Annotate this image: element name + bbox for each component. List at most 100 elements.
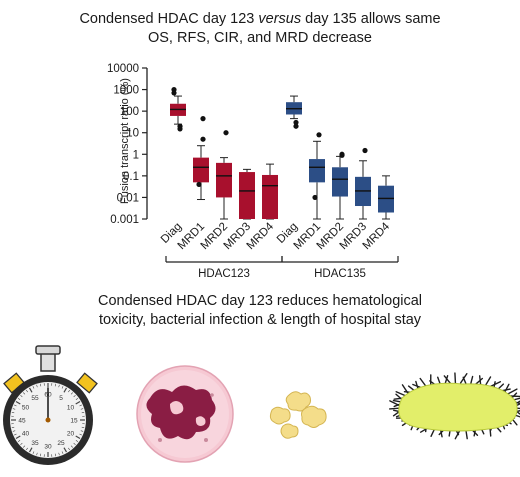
dial-tick [26, 447, 28, 451]
dial-tick [54, 453, 56, 457]
dial-tick [73, 442, 76, 445]
dial-tick [75, 435, 81, 440]
dial-tick [14, 433, 17, 436]
flagellum [511, 392, 518, 399]
dial-number: 30 [44, 444, 52, 451]
dial-tick [61, 451, 64, 454]
y-tick-label: 100 [120, 106, 139, 118]
dial-tick [28, 447, 33, 453]
flagellum [430, 426, 437, 437]
flagellum [443, 375, 451, 384]
dial-tick [75, 440, 79, 442]
dial-number: 25 [57, 440, 65, 447]
flagellum [465, 428, 468, 440]
flagellum [473, 427, 477, 437]
flagellum [470, 427, 479, 436]
flagellum [444, 375, 449, 385]
top-title-italic: versus [258, 11, 302, 27]
flagellum [429, 380, 437, 386]
flagellum [489, 424, 492, 437]
flagellum [438, 427, 446, 436]
flagellum [401, 415, 407, 422]
dial-number: 55 [31, 395, 39, 402]
flagellum [395, 391, 407, 397]
flagellum [493, 423, 502, 433]
x-tick-label: MRD4 [361, 220, 393, 252]
flagellum [393, 397, 405, 400]
dial-number: 35 [31, 440, 39, 447]
dial-tick [14, 404, 17, 407]
flagellum [512, 410, 520, 413]
bottom-title-line2: toxicity, bacterial infection & length o… [98, 312, 422, 328]
box-HDAC123-MRD3 [239, 172, 255, 219]
flagellum [479, 426, 485, 435]
dial-tick [23, 392, 26, 395]
flagellum [388, 407, 402, 410]
flagellum [503, 418, 512, 425]
chart-axes: 10000 1000 100 10 1 0.1 0.01 0.001 HDAC123 HDAC13… [107, 63, 399, 280]
flagellum [439, 427, 443, 438]
x-tick-label: MRD4 [245, 220, 277, 252]
flagellum [470, 375, 474, 385]
top-title-part-b: day 135 allows same [301, 11, 441, 27]
flagellum [424, 424, 427, 433]
box-HDAC135-MRD1 [309, 159, 325, 183]
bottom-title-line1: Condensed HDAC day 123 reduces hematolog… [97, 293, 423, 309]
flagellum [478, 375, 482, 386]
flagellum [395, 393, 404, 401]
dial-tick [81, 426, 85, 428]
dial-tick [32, 451, 35, 454]
dial-number: 20 [67, 431, 75, 438]
dial-number: 15 [70, 418, 78, 425]
dial-tick [63, 387, 68, 393]
flagellum [448, 428, 451, 437]
dial-tick [80, 430, 84, 432]
flagellum [513, 401, 520, 405]
dial-tick [26, 389, 28, 393]
dial-tick [11, 426, 15, 428]
y-tick-label: 0.01 [117, 192, 139, 204]
flagellum [392, 409, 403, 417]
outlier-point [293, 123, 299, 129]
dial-tick [58, 452, 60, 456]
flagellum [408, 421, 419, 426]
top-title: Condensed HDAC day 123 versus day 135 al… [0, 10, 520, 48]
flagellum [500, 388, 511, 392]
outlier-point [223, 130, 229, 136]
flagellum [419, 377, 427, 388]
outlier-point [200, 116, 206, 122]
dial-tick [79, 404, 82, 407]
flagellum [395, 413, 405, 418]
flagellum [416, 423, 423, 431]
flagellum [412, 383, 423, 389]
dial-number: 60 [44, 392, 52, 399]
flagellum [454, 428, 460, 436]
top-title-part-a: Condensed HDAC day 123 [79, 11, 259, 27]
dial-tick [32, 386, 35, 389]
dial-number: 40 [22, 431, 30, 438]
flagellum [393, 409, 404, 413]
box-HDAC123-MRD1 [193, 157, 209, 183]
outlier-point [339, 152, 345, 158]
dial-tick [79, 433, 82, 436]
outlier-point [177, 126, 183, 132]
dial-tick [63, 447, 68, 453]
y-axis-label: Fusion transcript ratio (%) [119, 78, 131, 204]
dial-tick [40, 383, 42, 387]
flagellum [393, 403, 402, 408]
neutrophil-cell-icon [136, 365, 234, 463]
y-tick-label: 1000 [113, 85, 139, 97]
dial-tick [12, 430, 16, 432]
rod-bacterium-icon [388, 372, 520, 440]
dial-number: 5 [59, 395, 63, 402]
outlier-point [200, 136, 206, 142]
flagellum [511, 413, 520, 418]
flagellum [509, 415, 518, 426]
y-tick-label: 10 [126, 128, 139, 140]
dial-tick [15, 435, 21, 440]
flagellum [401, 418, 413, 427]
flagellum [513, 409, 520, 415]
dial-tick [58, 384, 60, 388]
